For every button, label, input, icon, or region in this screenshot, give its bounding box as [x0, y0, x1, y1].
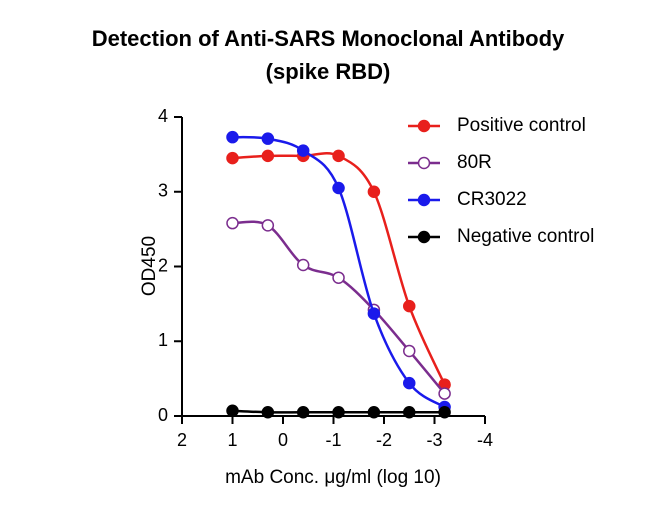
data-point — [261, 132, 275, 145]
data-point — [296, 258, 310, 272]
data-point — [226, 151, 239, 165]
data-point — [403, 344, 416, 358]
data-point — [226, 216, 239, 230]
legend-marker — [417, 230, 431, 244]
data-point — [332, 181, 345, 195]
data-point — [261, 406, 275, 419]
y-axis-label: OD450 — [139, 236, 160, 296]
data-point — [332, 149, 345, 163]
data-point — [367, 406, 381, 419]
data-point — [438, 387, 451, 400]
y-tick-label: 1 — [158, 330, 168, 350]
legend-label: CR3022 — [457, 189, 527, 210]
data-point — [332, 271, 345, 284]
data-point — [296, 406, 310, 419]
x-tick-label: 0 — [278, 430, 288, 450]
data-point — [226, 404, 239, 418]
data-point — [403, 376, 416, 390]
y-tick-label: 4 — [158, 106, 168, 126]
x-tick-label: -2 — [376, 430, 392, 450]
y-tick-label: 3 — [158, 181, 168, 201]
data-point — [403, 299, 416, 313]
legend-label: Negative control — [457, 226, 594, 247]
y-tick-label: 2 — [158, 255, 168, 275]
legend-marker — [417, 193, 431, 207]
legend-label: Positive control — [457, 115, 586, 136]
data-point — [226, 130, 239, 144]
legend-label: 80R — [457, 152, 492, 173]
data-point — [332, 406, 345, 419]
chart-subtitle: (spike RBD) — [266, 59, 391, 84]
x-tick-label: -4 — [477, 430, 493, 450]
y-tick-label: 0 — [158, 405, 168, 425]
legend-marker — [417, 156, 431, 170]
x-axis-label: mAb Conc. μg/ml (log 10) — [225, 467, 441, 488]
data-point — [296, 144, 310, 157]
data-point — [403, 406, 416, 419]
chart-title: Detection of Anti-SARS Monoclonal Antibo… — [92, 26, 565, 51]
x-tick-label: -1 — [325, 430, 341, 450]
legend-marker — [417, 119, 431, 133]
x-tick-label: 1 — [227, 430, 237, 450]
data-point — [438, 406, 451, 419]
data-point — [261, 219, 275, 232]
x-tick-label: -3 — [426, 430, 442, 450]
data-point — [261, 149, 275, 163]
data-point — [367, 307, 381, 320]
data-point — [367, 185, 381, 198]
x-tick-label: 2 — [177, 430, 187, 450]
